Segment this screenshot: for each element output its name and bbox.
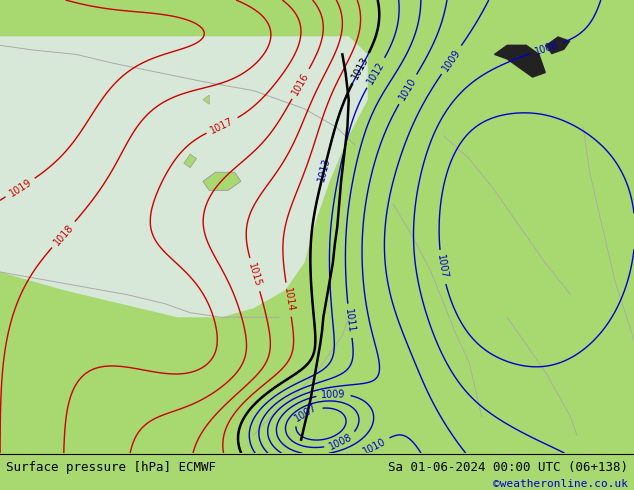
Text: 1007: 1007: [293, 402, 319, 424]
Polygon shape: [203, 172, 241, 191]
Text: 1008: 1008: [327, 432, 354, 452]
Text: 1009: 1009: [440, 47, 463, 73]
Text: 1013: 1013: [351, 55, 371, 81]
Text: 1011: 1011: [343, 308, 356, 334]
Text: 1013: 1013: [316, 156, 332, 183]
Polygon shape: [203, 95, 209, 104]
Text: 1009: 1009: [321, 389, 346, 399]
Text: 1015: 1015: [247, 262, 263, 288]
Text: 1014: 1014: [281, 287, 295, 313]
Text: 1007: 1007: [436, 254, 450, 280]
Text: 1008: 1008: [533, 40, 559, 57]
Text: 1010: 1010: [397, 76, 418, 102]
Text: ©weatheronline.co.uk: ©weatheronline.co.uk: [493, 480, 628, 490]
Polygon shape: [0, 36, 368, 318]
Text: Sa 01-06-2024 00:00 UTC (06+138): Sa 01-06-2024 00:00 UTC (06+138): [387, 461, 628, 474]
Text: 1017: 1017: [209, 116, 235, 135]
Text: 1019: 1019: [7, 177, 33, 198]
Polygon shape: [184, 154, 197, 168]
Text: Surface pressure [hPa] ECMWF: Surface pressure [hPa] ECMWF: [6, 461, 216, 474]
Polygon shape: [545, 36, 571, 54]
Text: 1018: 1018: [51, 222, 75, 247]
Text: 1016: 1016: [290, 71, 311, 97]
Text: 1012: 1012: [365, 60, 386, 86]
Polygon shape: [495, 46, 545, 77]
Text: 1010: 1010: [361, 436, 387, 457]
